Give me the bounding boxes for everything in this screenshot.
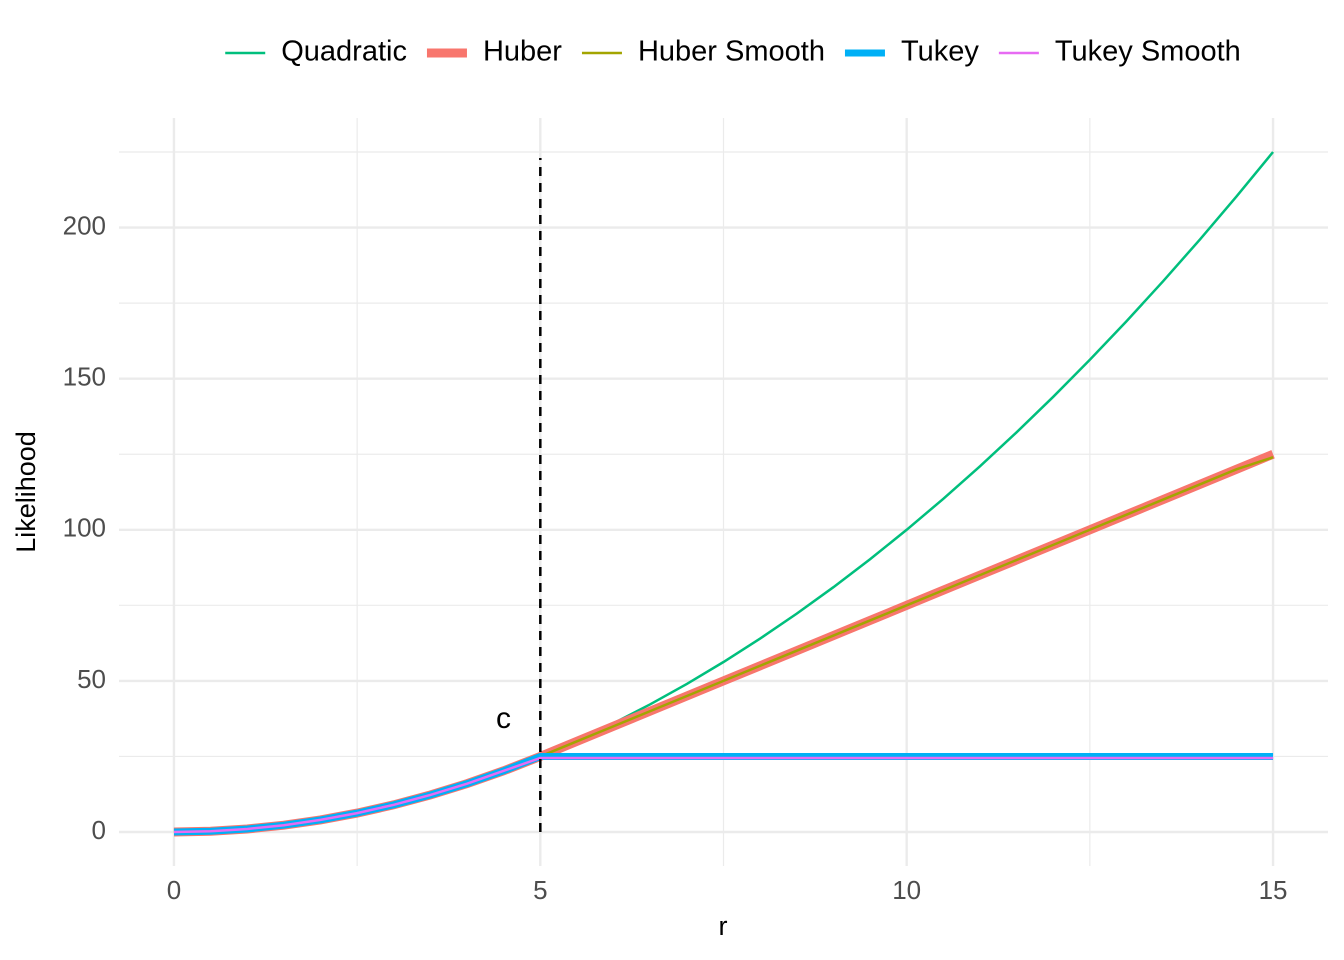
y-tick-label: 100 — [63, 513, 106, 543]
y-tick-label: 50 — [77, 664, 106, 694]
series-line — [173, 756, 1274, 834]
legend-label: Quadratic — [281, 36, 407, 68]
x-tick-label: 5 — [533, 875, 547, 905]
annotation: c — [496, 702, 511, 735]
y-tick-label: 0 — [92, 815, 106, 845]
legend: Quadratic Huber Huber Smooth Tukey Tukey Smo… — [225, 36, 1241, 68]
y-axis-title: Likelihood — [11, 431, 41, 553]
legend-label: Huber Smooth — [638, 36, 825, 68]
x-tick-label: 15 — [1259, 875, 1288, 905]
legend-label: Huber — [483, 36, 562, 68]
legend-label: Tukey — [901, 36, 979, 68]
y-tick-label: 200 — [63, 210, 106, 240]
legend-label: Tukey Smooth — [1055, 36, 1241, 68]
x-tick-label: 0 — [167, 875, 181, 905]
y-tick-label: 150 — [63, 362, 106, 392]
x-tick-label: 10 — [892, 875, 921, 905]
x-axis-title: r — [719, 911, 728, 941]
